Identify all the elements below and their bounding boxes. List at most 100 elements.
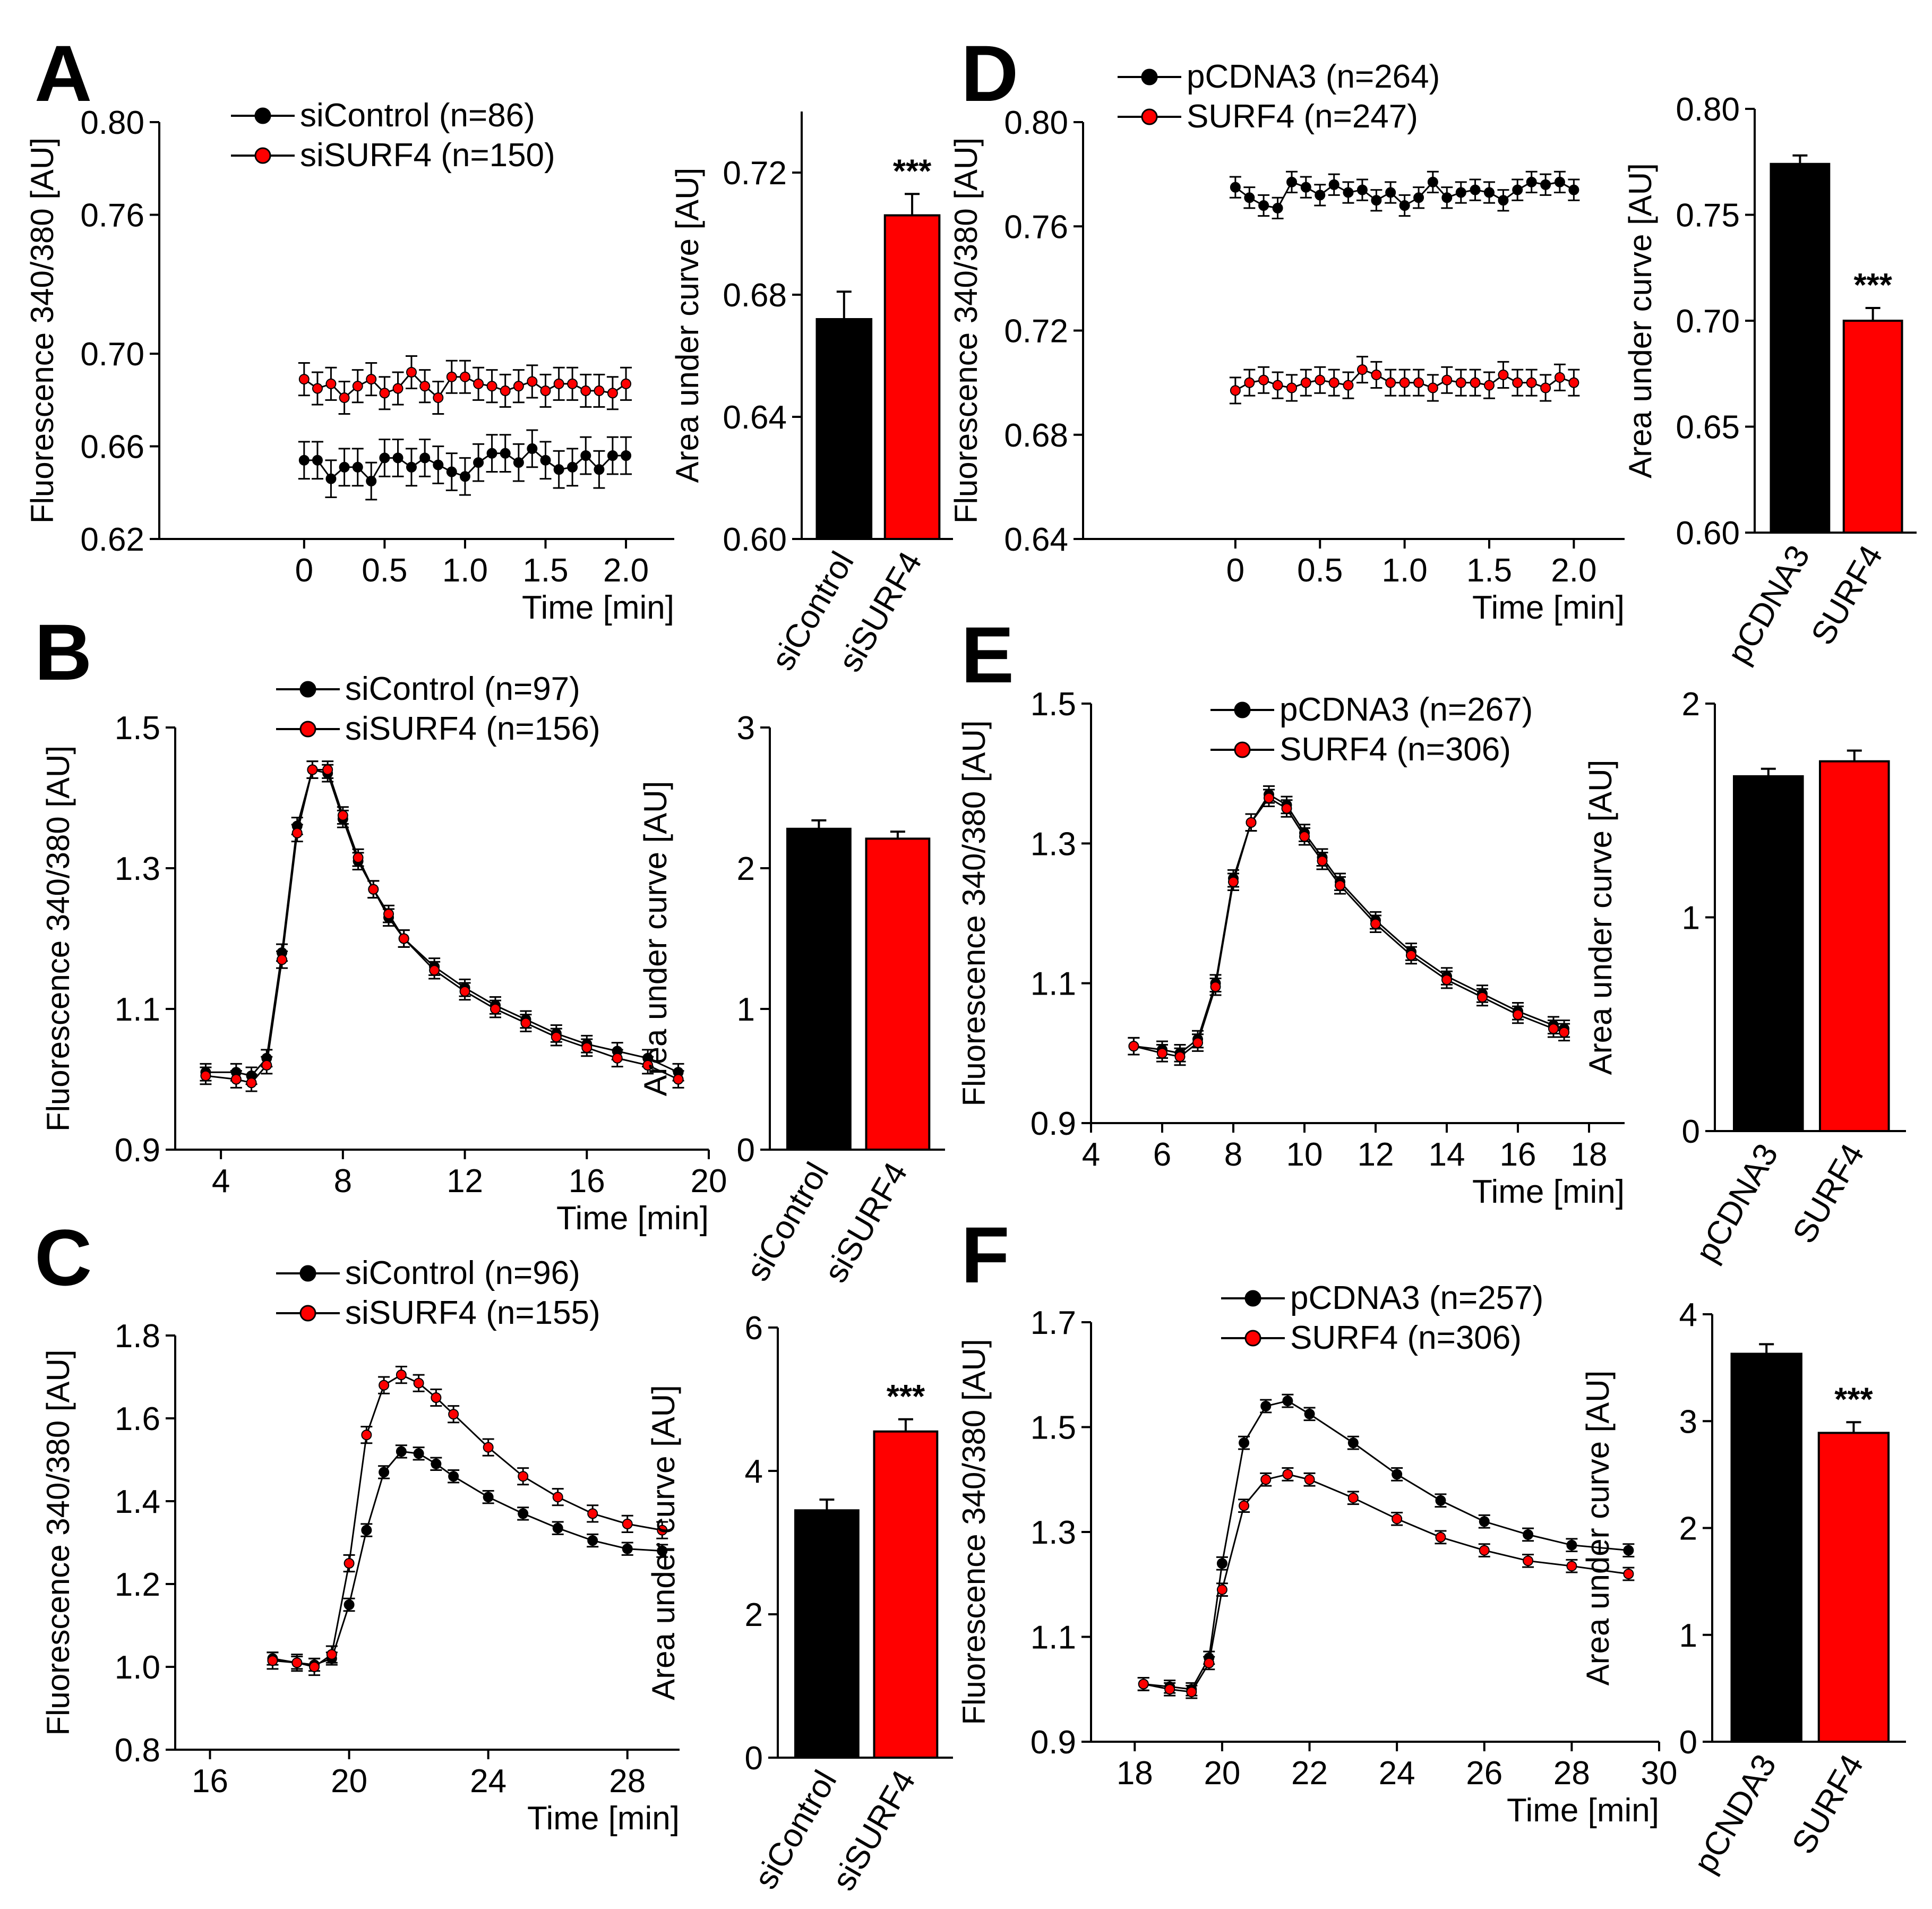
bar-sisurf4 [873,1430,939,1759]
y-tick-label: 1.4 [115,1484,160,1520]
data-point [486,381,497,392]
series-sisurf4 [298,355,632,415]
legend-label: siControl (n=96) [345,1255,580,1291]
legend-marker [1141,69,1158,85]
data-point [500,385,511,396]
significance-marker: *** [1853,267,1892,304]
data-point [1455,187,1466,198]
data-point [580,450,591,461]
bar-y-tick-label: 0 [1679,1724,1697,1761]
data-point [1548,1023,1559,1034]
bar-y-tick-label: 0.70 [1676,303,1740,340]
bar-category-label: SURF4 [1786,1138,1871,1250]
data-point [1258,200,1269,211]
data-point [383,909,394,920]
series-sicontrol [298,429,632,501]
data-point [1441,192,1453,203]
data-point [1304,1408,1315,1419]
x-tick-label: 10 [1286,1136,1323,1173]
x-tick-label: 24 [470,1763,506,1800]
bar-y-tick-label: 3 [737,710,755,747]
data-point [1246,817,1257,828]
legend-marker [299,721,316,738]
data-point [1477,992,1488,1003]
data-point [1413,377,1424,388]
data-point [622,1543,633,1554]
bar-y-tick-label: 0.75 [1676,198,1740,234]
y-tick-label: 1.5 [1031,1410,1076,1446]
data-point [1566,1561,1577,1572]
data-point [1343,187,1354,198]
data-point [1174,1051,1186,1062]
legend: pCDNA3 (n=257) SURF4 (n=306) [1221,1280,1543,1356]
series-pcdna3 [1128,785,1570,1063]
bar-y-tick-label: 0 [1682,1114,1700,1150]
x-tick-label: 18 [1117,1755,1153,1792]
data-point [392,383,403,394]
data-point [277,954,287,965]
data-point [1343,380,1354,391]
data-point [1427,176,1438,187]
data-point [1484,187,1495,198]
y-axis-label: Fluorescence 340/380 [AU] [948,138,984,524]
legend-marker [299,1305,316,1322]
data-point [291,1657,303,1668]
data-point [1479,1516,1490,1527]
panel-label: B [35,607,92,697]
x-tick-label: 1.0 [442,552,488,589]
legend-label: siControl (n=97) [345,671,580,707]
y-tick-label: 0.80 [80,105,144,141]
data-point [1392,1513,1403,1525]
x-tick-label: 30 [1641,1755,1678,1792]
bar-y-tick-label: 0.60 [1676,515,1740,552]
x-tick-label: 1.0 [1382,552,1428,589]
data-point [1347,1492,1359,1503]
bar-y-tick-label: 0.80 [1676,91,1740,128]
data-point [1568,184,1579,195]
bar-y-axis-label: Area under curve [AU] [1583,760,1618,1075]
series-sicontrol [200,760,684,1085]
bar-y-tick-label: 2 [745,1597,763,1633]
data-point [1523,1529,1534,1540]
bar-category-label: pCNDA3 [1687,1749,1783,1879]
data-point [483,1492,494,1503]
data-point [307,764,318,775]
legend-label: pCDNA3 (n=257) [1290,1280,1543,1316]
data-point [1513,1009,1523,1020]
bar-y-tick-label: 0 [745,1740,763,1777]
data-point [657,1525,668,1536]
y-tick-label: 1.3 [115,851,160,887]
data-point [312,383,323,394]
x-tick-label: 20 [1204,1755,1240,1792]
data-point [642,1060,654,1071]
bar-y-axis-label: Area under curve [AU] [638,781,673,1097]
y-tick-label: 0.76 [1004,209,1068,245]
series-surf4 [1229,356,1580,405]
legend-label: pCDNA3 (n=267) [1280,691,1533,728]
x-tick-label: 20 [691,1163,727,1200]
data-point [1228,876,1239,887]
data-point [673,1074,684,1085]
legend-label: siSURF4 (n=150) [300,137,555,174]
bar-y-tick-label: 2 [1682,686,1700,723]
data-point [448,1471,459,1482]
panel-label: A [35,29,92,118]
x-tick-label: 12 [1358,1136,1394,1173]
x-tick-label: 28 [609,1763,646,1800]
x-tick-label: 20 [331,1763,367,1800]
data-point [473,457,484,468]
data-point [1523,1555,1534,1566]
y-axis-label: Fluorescence 340/380 [AU] [40,1349,76,1735]
data-point [612,1052,623,1064]
legend-marker [1141,108,1158,125]
data-point [657,1545,668,1556]
legend-label: siControl (n=86) [300,97,535,134]
data-point [607,388,618,399]
legend: siControl (n=97)siSURF4 (n=156) [276,671,600,747]
x-tick-label: 12 [446,1163,483,1200]
y-tick-label: 1.3 [1031,1514,1076,1551]
series-line [1143,1400,1629,1690]
bar-y-tick-label: 0.64 [723,399,787,436]
